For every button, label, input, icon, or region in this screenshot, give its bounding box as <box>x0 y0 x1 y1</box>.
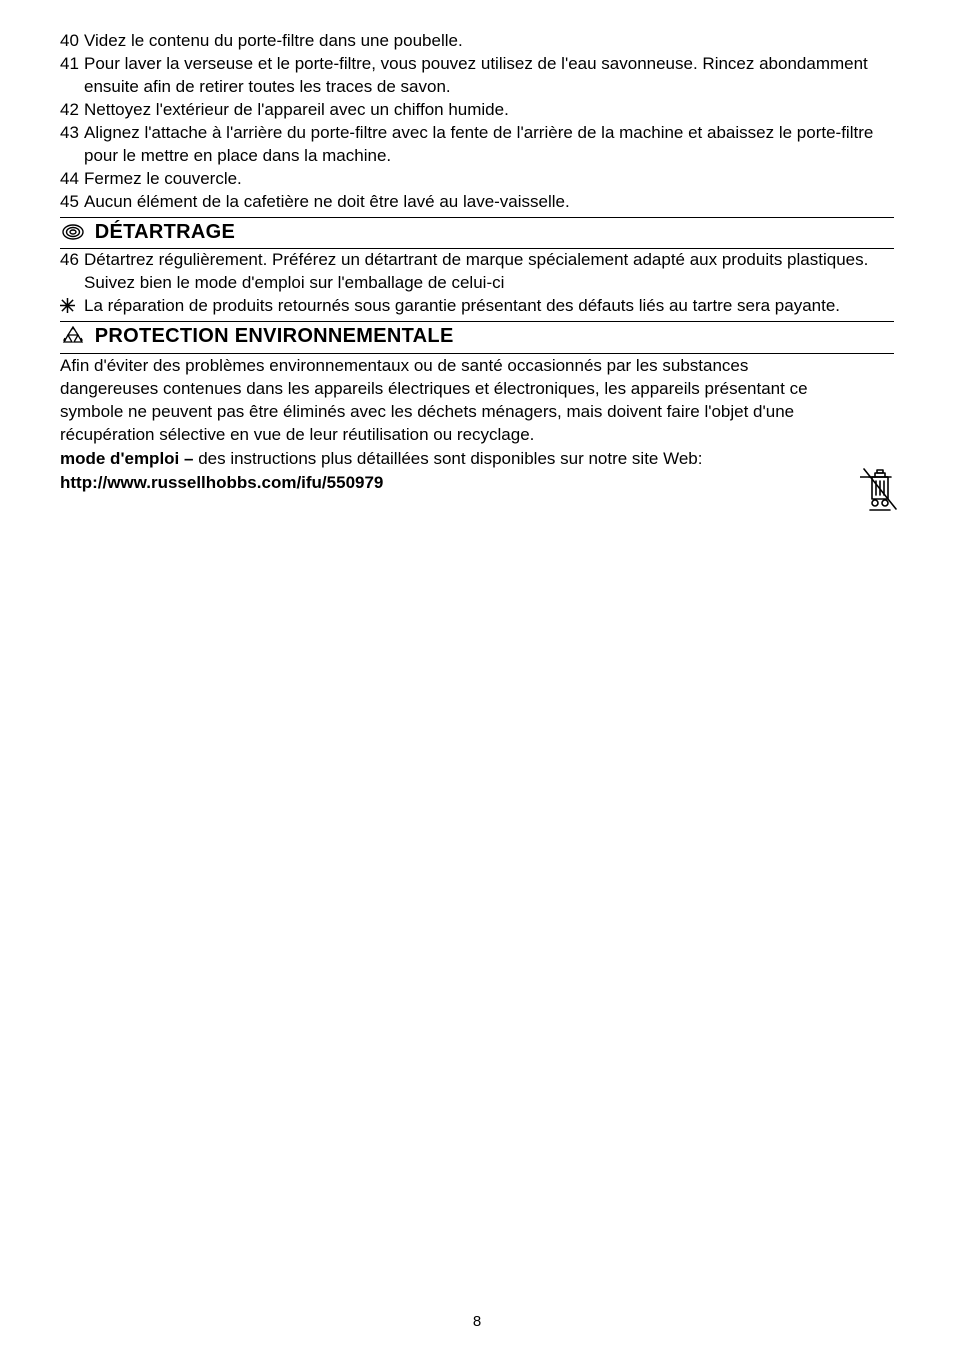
list-text: Fermez le couvercle. <box>84 168 894 191</box>
list-text: Videz le contenu du porte-filtre dans un… <box>84 30 894 53</box>
list-number: 40 <box>60 30 84 53</box>
url-text: http://www.russellhobbs.com/ifu/550979 <box>60 473 383 492</box>
section-title: PROTECTION ENVIRONNEMENTALE <box>95 325 454 347</box>
list-item: 44 Fermez le couvercle. <box>60 168 894 191</box>
list-number: 44 <box>60 168 84 191</box>
page-content: 40 Videz le contenu du porte-filtre dans… <box>60 30 894 495</box>
list-number: 42 <box>60 99 84 122</box>
list-number: 45 <box>60 191 84 214</box>
section-header-environnement: PROTECTION ENVIRONNEMENTALE <box>60 321 894 354</box>
mode-line: mode d'emploi – des instructions plus dé… <box>60 448 894 471</box>
swirl-icon <box>62 224 84 247</box>
list-item: 45 Aucun élément de la cafetière ne doit… <box>60 191 894 214</box>
list-text: Alignez l'attache à l'arrière du porte-f… <box>84 122 894 168</box>
mode-text: des instructions plus détaillées sont di… <box>198 449 702 468</box>
mode-label: mode d'emploi – <box>60 449 198 468</box>
bullet-text: La réparation de produits retournés sous… <box>84 295 894 318</box>
url-line: http://www.russellhobbs.com/ifu/550979 <box>60 472 894 495</box>
list-number: 43 <box>60 122 84 168</box>
list-item: 40 Videz le contenu du porte-filtre dans… <box>60 30 894 53</box>
list-item: 43 Alignez l'attache à l'arrière du port… <box>60 122 894 168</box>
page-number: 8 <box>0 1312 954 1332</box>
list-item: 42 Nettoyez l'extérieur de l'appareil av… <box>60 99 894 122</box>
list-text: Nettoyez l'extérieur de l'appareil avec … <box>84 99 894 122</box>
list-text: Pour laver la verseuse et le porte-filtr… <box>84 53 894 99</box>
bullet-item: La réparation de produits retournés sous… <box>60 295 894 318</box>
weee-bin-icon <box>860 465 900 522</box>
section-header-detartrage: DÉTARTRAGE <box>60 217 894 250</box>
list-item: 41 Pour laver la verseuse et le porte-fi… <box>60 53 894 99</box>
list-number: 46 <box>60 249 84 295</box>
recycle-icon <box>62 326 84 351</box>
section-title: DÉTARTRAGE <box>95 221 235 243</box>
list-text: Détartrez régulièrement. Préférez un dét… <box>84 249 894 295</box>
env-text: Afin d'éviter des problèmes environnemen… <box>60 356 808 444</box>
env-paragraph: Afin d'éviter des problèmes environnemen… <box>60 355 894 447</box>
list-number: 41 <box>60 53 84 99</box>
burst-icon <box>60 295 84 318</box>
list-item: 46 Détartrez régulièrement. Préférez un … <box>60 249 894 295</box>
list-text: Aucun élément de la cafetière ne doit êt… <box>84 191 894 214</box>
